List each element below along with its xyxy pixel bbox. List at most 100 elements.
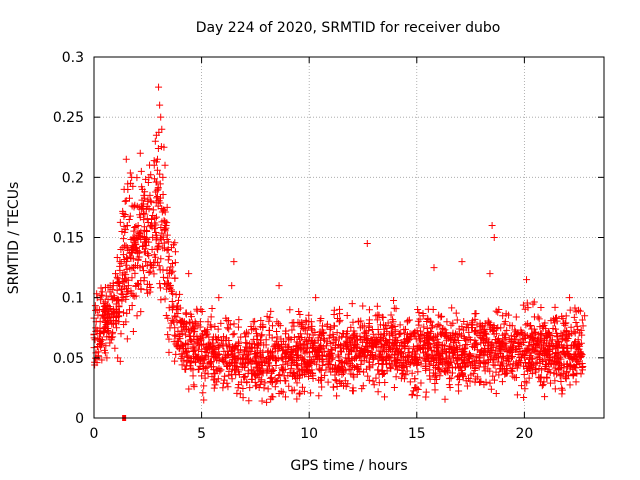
data-point [501,330,509,338]
data-point [132,282,140,290]
data-point [193,354,201,362]
band-point [559,319,567,327]
band-point [257,339,265,347]
band-point [252,350,260,358]
band-point [408,390,416,398]
band-point [259,361,267,369]
data-point [183,348,191,356]
band-point [255,358,263,366]
data-point [370,354,378,362]
band-point [529,355,537,363]
band-point [366,364,374,372]
data-point [357,336,365,344]
band-point [189,372,197,380]
band-point [145,269,153,277]
band-point [220,376,228,384]
band-point [392,373,400,381]
band-point [134,262,142,270]
band-point [438,325,446,333]
band-point [489,361,497,369]
band-point [566,306,574,314]
data-point [292,342,300,350]
data-point [396,330,404,338]
band-point [137,285,145,293]
band-point [519,301,527,309]
band-point [198,348,206,356]
band-point [433,375,441,383]
band-point [314,346,322,354]
band-point [386,364,394,372]
band-point [187,310,195,318]
band-point [501,318,509,326]
band-point [403,367,411,375]
data-point [473,330,481,338]
data-point [570,342,578,350]
data-point [299,366,307,374]
band-point [275,390,283,398]
band-point [285,333,293,341]
data-point [149,264,157,272]
data-point [144,197,152,205]
band-point [217,319,225,327]
band-point [106,288,114,296]
data-point [251,372,259,380]
band-point [154,184,162,192]
band-point [489,372,497,380]
band-point [319,358,327,366]
band-point [407,332,415,340]
band-point [288,326,296,334]
data-point [365,306,373,314]
data-point [507,354,515,362]
band-point [364,372,372,380]
data-point [514,330,522,338]
band-point [235,338,243,346]
band-point [426,317,434,325]
band-point [296,335,304,343]
band-point [409,387,417,395]
data-point [286,306,294,314]
band-point [189,324,197,332]
band-point [122,271,130,279]
band-point [230,320,238,328]
band-point [541,349,549,357]
band-point [426,372,434,380]
band-point [559,370,567,378]
data-point [221,354,229,362]
band-point [282,393,290,401]
data-point [363,240,371,248]
data-point [574,336,582,344]
band-point [431,386,439,394]
band-point [191,358,199,366]
band-point [319,352,327,360]
band-point [539,323,547,331]
data-point [102,342,110,350]
band-point [435,311,443,319]
data-point [445,348,453,356]
band-point [96,343,104,351]
band-point [144,289,152,297]
data-point [439,360,447,368]
band-point [557,378,565,386]
band-point [543,374,551,382]
band-point [119,278,127,286]
band-point [124,288,132,296]
data-point [98,339,106,347]
data-point [178,330,186,338]
data-point [318,330,326,338]
data-point [110,294,118,302]
band-point [121,242,129,250]
data-point [561,336,569,344]
band-point [138,196,146,204]
band-point [578,351,586,359]
data-point [115,312,123,320]
band-point [140,200,148,208]
data-point [166,282,174,290]
band-point [484,351,492,359]
data-point [243,378,251,386]
band-point [384,352,392,360]
band-point [511,335,519,343]
band-point [525,374,533,382]
band-point [576,307,584,315]
band-point [472,310,480,318]
data-point [226,360,234,368]
